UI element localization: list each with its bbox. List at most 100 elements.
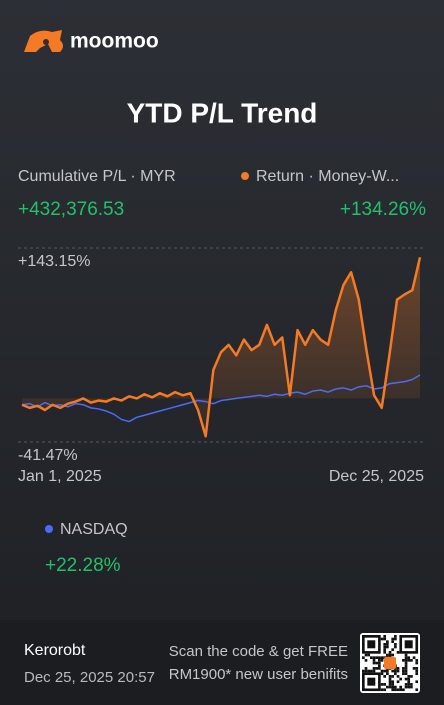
qr-module — [380, 683, 384, 686]
qr-module — [394, 637, 397, 641]
qr-module — [380, 688, 384, 692]
qr-module — [415, 672, 419, 676]
series-total: +134.26% — [340, 199, 426, 220]
logo-text: moomoo — [70, 30, 159, 53]
qr-module — [396, 675, 400, 678]
promo-text: RM1900* new user benifits — [169, 666, 348, 683]
qr-module — [394, 643, 397, 646]
qr-module — [394, 645, 397, 649]
qr-module — [415, 688, 419, 692]
qr-module — [388, 677, 392, 681]
qr-module — [399, 685, 403, 689]
qr-module — [404, 669, 408, 673]
qr-module — [383, 683, 387, 686]
qr-module — [388, 680, 392, 684]
qr-module — [404, 685, 408, 689]
qr-module — [394, 635, 397, 638]
qr-module — [412, 667, 416, 670]
qr-module — [380, 659, 384, 662]
qr-module — [402, 667, 405, 670]
qr-module — [375, 656, 379, 660]
qr-module — [410, 675, 413, 678]
x-tick-label: Dec 25, 2025 — [329, 468, 424, 485]
qr-module — [404, 677, 408, 681]
qr-module — [388, 685, 392, 689]
qr-module — [415, 667, 419, 670]
qr-module — [375, 661, 379, 665]
timestamp: Dec 25, 2025 20:57 — [24, 669, 155, 686]
qr-module — [364, 659, 368, 662]
qr-module — [391, 637, 395, 641]
qr-module — [391, 675, 395, 678]
qr-module — [396, 667, 400, 670]
promo-text: Scan the code & get FREE — [169, 643, 348, 660]
qr-module — [396, 688, 400, 692]
qr-module — [378, 659, 381, 662]
qr-module — [402, 672, 405, 676]
qr-module — [391, 640, 395, 644]
qr-module — [410, 685, 413, 689]
qr-module — [391, 683, 395, 686]
chart-title: YTD P/L Trend — [127, 97, 318, 128]
qr-module — [386, 672, 389, 676]
qr-module — [372, 669, 376, 673]
qr-module — [404, 656, 408, 660]
area-fill — [22, 257, 420, 437]
legend-marker — [241, 172, 249, 180]
qr-module — [372, 661, 376, 665]
qr-module — [372, 656, 376, 660]
qr-module — [391, 685, 395, 689]
qr-module — [378, 661, 381, 665]
qr-module — [391, 688, 395, 692]
qr-module — [407, 656, 411, 660]
qr-module — [407, 680, 411, 684]
qr-module — [391, 669, 395, 673]
qr-module — [394, 685, 397, 689]
qr-module — [378, 667, 381, 670]
qr-module — [367, 669, 371, 673]
qr-module — [404, 653, 408, 657]
x-tick-label: Jan 1, 2025 — [18, 468, 102, 485]
qr-module — [404, 672, 408, 676]
qr-module — [383, 648, 387, 652]
qr-module — [394, 669, 397, 673]
qr-module — [404, 683, 408, 686]
qr-module — [388, 653, 392, 657]
metric-label: Cumulative P/L · MYR — [18, 168, 176, 185]
qr-module — [372, 659, 376, 662]
qr-module — [402, 669, 405, 673]
qr-module — [383, 645, 387, 649]
qr-module — [407, 659, 411, 662]
qr-module — [386, 653, 389, 657]
qr-module — [412, 656, 416, 660]
legend-label: NASDAQ — [60, 521, 128, 538]
qr-module — [383, 675, 387, 678]
qr-module — [364, 669, 368, 673]
qr-module — [396, 651, 400, 654]
qr-module — [410, 659, 413, 662]
legend-label: Return · Money-W... — [256, 168, 399, 185]
qr-module — [383, 669, 387, 673]
qr-module — [375, 667, 379, 670]
qr-module — [386, 640, 389, 644]
user-name: Kerorobt — [24, 642, 86, 659]
qr-module — [394, 688, 397, 692]
qr-module — [364, 667, 368, 670]
qr-finder — [367, 640, 376, 649]
qr-module — [364, 653, 368, 657]
series-line — [21, 374, 421, 423]
qr-pattern — [362, 635, 419, 692]
legend-marker — [45, 525, 53, 533]
qr-module — [404, 664, 408, 668]
qr-module — [367, 653, 371, 657]
qr-module — [415, 680, 419, 684]
qr-module — [407, 675, 411, 678]
qr-module — [404, 661, 408, 665]
qr-module — [383, 635, 387, 638]
qr-module — [407, 685, 411, 689]
qr-module — [415, 661, 419, 665]
metric-value: +432,376.53 — [18, 199, 124, 220]
series-total: +22.28% — [45, 555, 121, 576]
qr-module — [399, 677, 403, 681]
